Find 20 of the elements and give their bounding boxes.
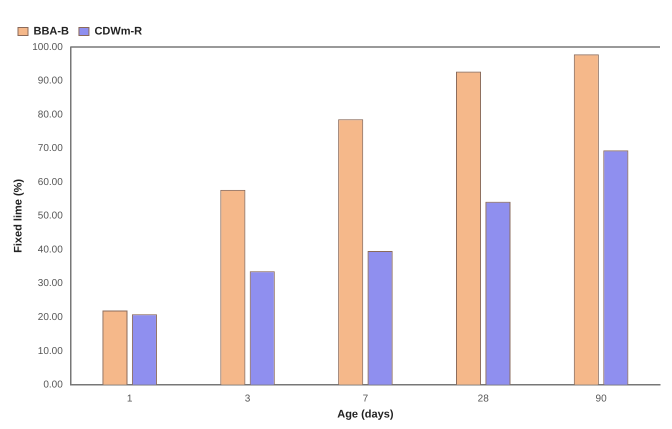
x-tick-label: 3: [244, 394, 251, 405]
y-tick-label: 0.00: [43, 380, 64, 391]
y-tick-label: 80.00: [38, 109, 64, 120]
x-tick-label: 1: [126, 394, 133, 405]
y-tick-label: 90.00: [38, 76, 64, 87]
y-tick-label: 50.00: [38, 210, 64, 222]
y-tick-label: 40.00: [38, 244, 64, 256]
y-tick-label: 30.00: [38, 278, 64, 290]
legend-label: BBA-B: [34, 26, 69, 38]
y-axis-title: Fixed lime (%): [12, 178, 25, 253]
y-tick-label: 60.00: [38, 176, 64, 188]
legend-label: CDWm-R: [94, 26, 142, 38]
y-tick-label: 20.00: [38, 312, 64, 323]
x-tick-label: 7: [362, 394, 369, 405]
y-tick-label: 70.00: [38, 143, 64, 154]
y-tick-label: 100.00: [32, 42, 64, 53]
x-axis-title: Age (days): [337, 408, 394, 420]
x-tick-label: 90: [596, 394, 608, 405]
y-tick-label: 10.00: [38, 346, 64, 357]
x-tick-label: 28: [478, 394, 490, 405]
